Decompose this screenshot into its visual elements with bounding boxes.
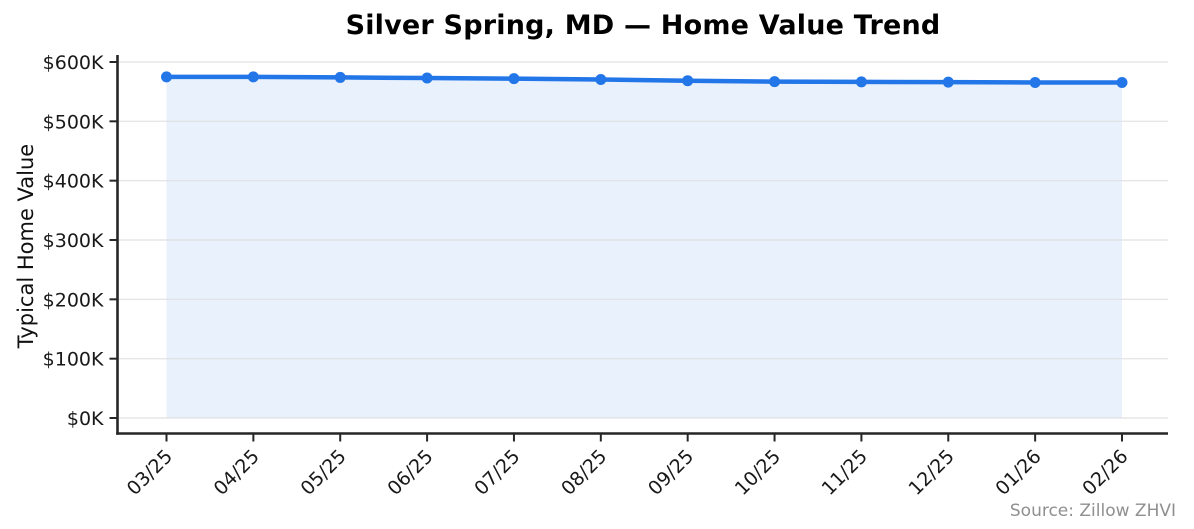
y-tick-label: $500K	[43, 111, 104, 133]
x-tick-label: 04/25	[210, 445, 264, 499]
trend-line	[164, 74, 1125, 85]
data-point	[1116, 76, 1128, 88]
y-axis-label: Typical Home Value	[14, 144, 38, 349]
gridline-layer	[117, 61, 1168, 419]
data-point	[508, 73, 520, 85]
y-tick-label: $400K	[43, 171, 104, 193]
area-fill	[166, 76, 1122, 418]
y-tick-label: $100K	[43, 349, 104, 371]
data-point	[161, 71, 172, 83]
data-point	[855, 76, 867, 88]
y-tick-label: $300K	[43, 230, 104, 252]
data-point	[769, 76, 781, 88]
x-tick-label: 12/25	[905, 445, 959, 499]
data-point	[247, 71, 259, 83]
data-point	[942, 76, 954, 88]
data-point	[334, 71, 346, 83]
x-tick-label: 05/25	[296, 445, 350, 499]
x-tick-label: 07/25	[470, 445, 524, 499]
y-tick-label: $0K	[67, 408, 104, 430]
x-tick-label: 03/25	[123, 445, 177, 499]
x-tick-label: 11/25	[818, 445, 872, 499]
x-tick-label: 08/25	[557, 445, 611, 499]
x-tick-label: 06/25	[383, 445, 437, 499]
y-tick-label: $600K	[43, 52, 104, 74]
data-point	[682, 75, 694, 87]
data-point	[1029, 76, 1041, 88]
area-fill-layer	[166, 76, 1122, 418]
x-tick-label: 01/26	[991, 445, 1045, 499]
source-note: Source: Zillow ZHVI	[1009, 501, 1176, 521]
y-tick-label: $200K	[43, 289, 104, 311]
x-tick-label: 10/25	[731, 445, 785, 499]
chart-title: Silver Spring, MD — Home Value Trend	[345, 10, 941, 41]
data-point	[421, 72, 433, 84]
x-tick-label: 02/26	[1078, 445, 1132, 499]
trend-line-layer	[164, 74, 1125, 85]
x-tick-label: 09/25	[644, 445, 698, 499]
data-point	[595, 74, 607, 86]
data-point-layer	[161, 71, 1128, 88]
